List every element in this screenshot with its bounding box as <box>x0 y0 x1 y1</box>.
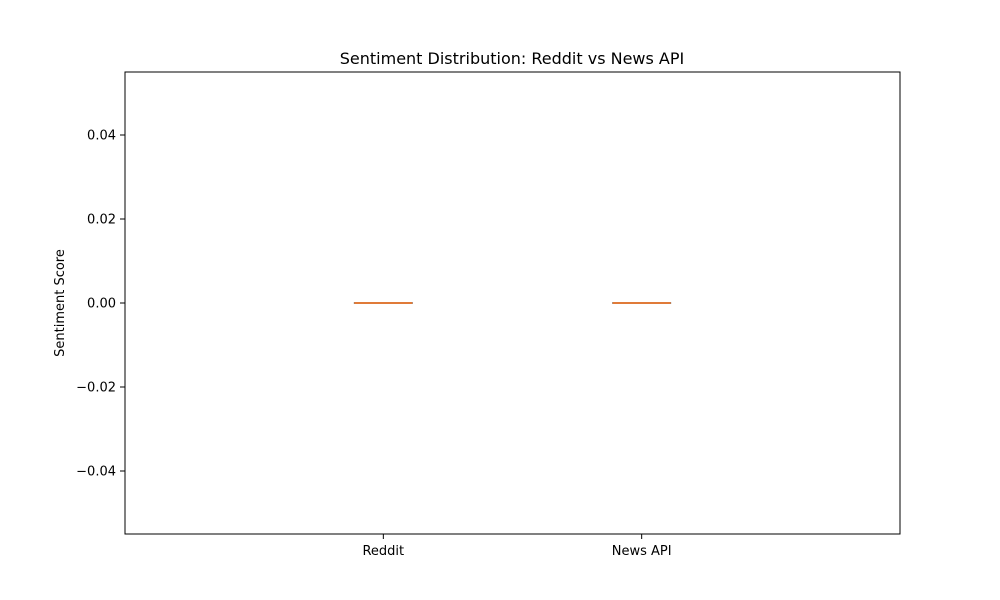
y-axis-ticks: −0.04 −0.02 0.00 0.02 0.04 <box>76 129 125 480</box>
y-tick-label: 0.04 <box>87 129 116 144</box>
y-tick-label: 0.02 <box>87 213 116 228</box>
x-axis-ticks: Reddit News API <box>362 534 672 559</box>
y-axis-label: Sentiment Score <box>53 249 68 357</box>
y-tick-label: 0.00 <box>87 297 116 312</box>
y-tick-label: −0.02 <box>76 381 116 396</box>
plot-area-frame <box>124 71 901 535</box>
x-tick-label: Reddit <box>362 544 404 559</box>
chart-title: Sentiment Distribution: Reddit vs News A… <box>340 49 685 68</box>
x-tick-label: News API <box>612 544 672 559</box>
y-tick-label: −0.04 <box>76 465 116 480</box>
